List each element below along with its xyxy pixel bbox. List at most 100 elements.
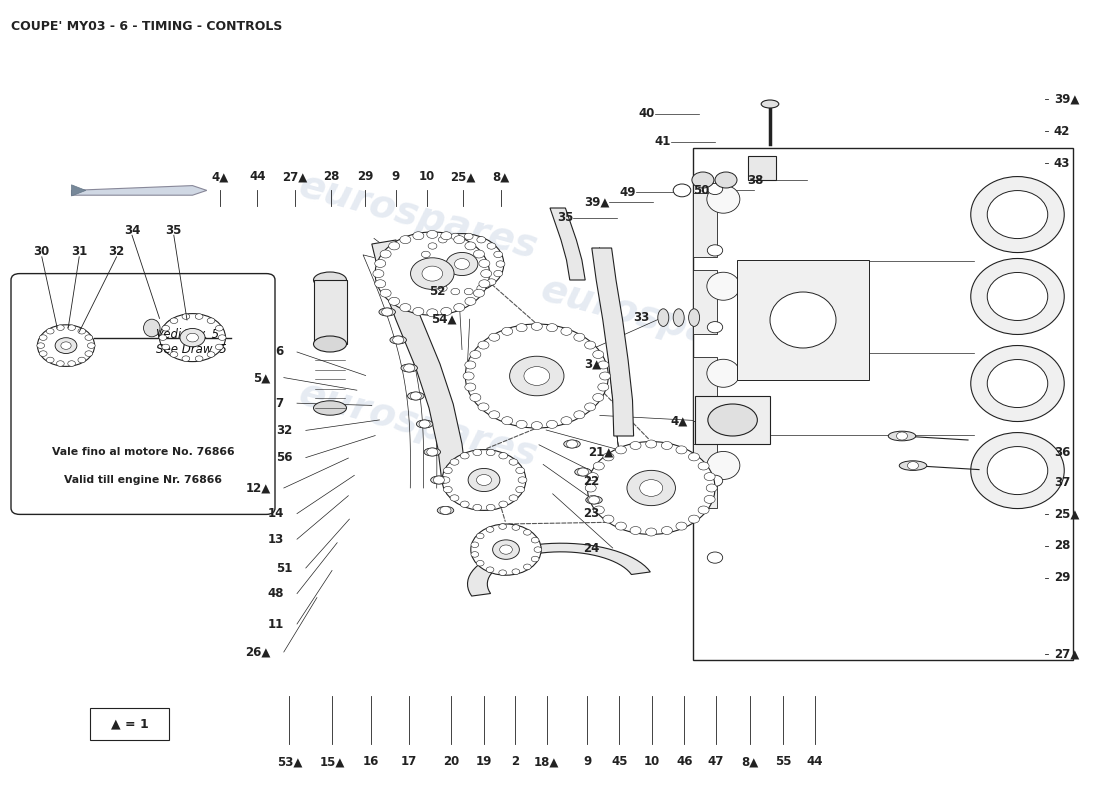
- Ellipse shape: [987, 359, 1047, 407]
- Ellipse shape: [378, 308, 396, 316]
- FancyBboxPatch shape: [693, 148, 1072, 660]
- Text: 21▲: 21▲: [588, 446, 614, 458]
- Text: 26▲: 26▲: [245, 646, 271, 658]
- Circle shape: [465, 324, 608, 428]
- Circle shape: [427, 309, 438, 317]
- Bar: [314, 280, 346, 344]
- Circle shape: [704, 495, 715, 503]
- Circle shape: [428, 243, 437, 250]
- Text: 32: 32: [109, 245, 124, 258]
- Circle shape: [381, 250, 392, 258]
- Circle shape: [473, 289, 484, 297]
- Circle shape: [419, 261, 428, 267]
- Text: 9: 9: [392, 170, 400, 183]
- Text: 25▲: 25▲: [450, 170, 476, 183]
- Circle shape: [78, 357, 86, 362]
- Circle shape: [55, 338, 77, 354]
- Circle shape: [438, 285, 447, 291]
- Ellipse shape: [187, 319, 204, 337]
- Text: 20: 20: [443, 755, 459, 768]
- Circle shape: [182, 314, 189, 319]
- Circle shape: [447, 253, 477, 275]
- Circle shape: [706, 484, 717, 492]
- Ellipse shape: [987, 190, 1047, 238]
- Circle shape: [486, 567, 494, 573]
- Circle shape: [627, 470, 675, 506]
- Ellipse shape: [987, 273, 1047, 321]
- Circle shape: [481, 270, 492, 278]
- Circle shape: [451, 234, 460, 240]
- Circle shape: [597, 361, 608, 369]
- Circle shape: [715, 172, 737, 188]
- Text: 12▲: 12▲: [245, 482, 271, 494]
- Circle shape: [535, 547, 542, 552]
- Text: 54▲: 54▲: [431, 313, 456, 326]
- Circle shape: [493, 540, 519, 559]
- Circle shape: [473, 250, 484, 258]
- Text: 16: 16: [363, 755, 378, 768]
- Circle shape: [478, 341, 490, 349]
- Circle shape: [486, 450, 495, 456]
- Circle shape: [440, 506, 451, 514]
- Circle shape: [531, 538, 539, 543]
- Circle shape: [566, 440, 578, 448]
- Text: 50: 50: [693, 184, 710, 197]
- Circle shape: [499, 501, 507, 507]
- Ellipse shape: [689, 309, 700, 326]
- Ellipse shape: [143, 319, 161, 337]
- Text: 55: 55: [774, 755, 791, 768]
- Circle shape: [896, 432, 907, 440]
- Circle shape: [463, 372, 474, 380]
- Circle shape: [675, 446, 686, 454]
- Ellipse shape: [438, 506, 454, 514]
- Circle shape: [494, 270, 503, 277]
- Circle shape: [561, 327, 572, 335]
- Ellipse shape: [761, 100, 779, 108]
- Text: COUPE' MY03 - 6 - TIMING - CONTROLS: COUPE' MY03 - 6 - TIMING - CONTROLS: [11, 20, 283, 33]
- Circle shape: [516, 324, 527, 332]
- Circle shape: [182, 356, 189, 362]
- Circle shape: [498, 524, 506, 530]
- Circle shape: [486, 504, 495, 510]
- Ellipse shape: [900, 461, 926, 470]
- Circle shape: [531, 322, 542, 330]
- Circle shape: [78, 329, 86, 334]
- Circle shape: [443, 467, 452, 474]
- Circle shape: [593, 506, 604, 514]
- Circle shape: [441, 307, 452, 315]
- Text: 4▲: 4▲: [670, 414, 688, 427]
- Ellipse shape: [585, 496, 603, 504]
- Circle shape: [427, 448, 438, 456]
- Circle shape: [646, 440, 657, 448]
- Circle shape: [469, 469, 499, 491]
- Text: 11: 11: [267, 618, 284, 630]
- Circle shape: [454, 236, 465, 244]
- Text: Valid till engine Nr. 76866: Valid till engine Nr. 76866: [64, 475, 222, 485]
- Circle shape: [373, 270, 384, 278]
- Circle shape: [630, 526, 641, 534]
- Circle shape: [433, 476, 444, 484]
- Text: 10: 10: [419, 170, 435, 183]
- Polygon shape: [550, 208, 585, 280]
- Circle shape: [476, 533, 484, 538]
- Circle shape: [441, 232, 452, 240]
- Circle shape: [470, 394, 481, 402]
- Circle shape: [487, 278, 496, 285]
- Circle shape: [704, 473, 715, 481]
- Bar: [748, 156, 775, 180]
- Ellipse shape: [431, 476, 447, 484]
- Circle shape: [170, 352, 178, 358]
- Circle shape: [661, 526, 672, 534]
- Circle shape: [524, 530, 531, 535]
- Circle shape: [502, 327, 513, 335]
- Circle shape: [40, 335, 47, 341]
- Circle shape: [561, 417, 572, 425]
- Text: 13: 13: [267, 533, 284, 546]
- Text: eurospares: eurospares: [295, 374, 541, 474]
- Text: 27▲: 27▲: [283, 170, 307, 183]
- Circle shape: [488, 334, 499, 342]
- Ellipse shape: [563, 440, 581, 448]
- Circle shape: [512, 569, 519, 574]
- Text: 35: 35: [166, 224, 182, 237]
- Circle shape: [516, 420, 527, 428]
